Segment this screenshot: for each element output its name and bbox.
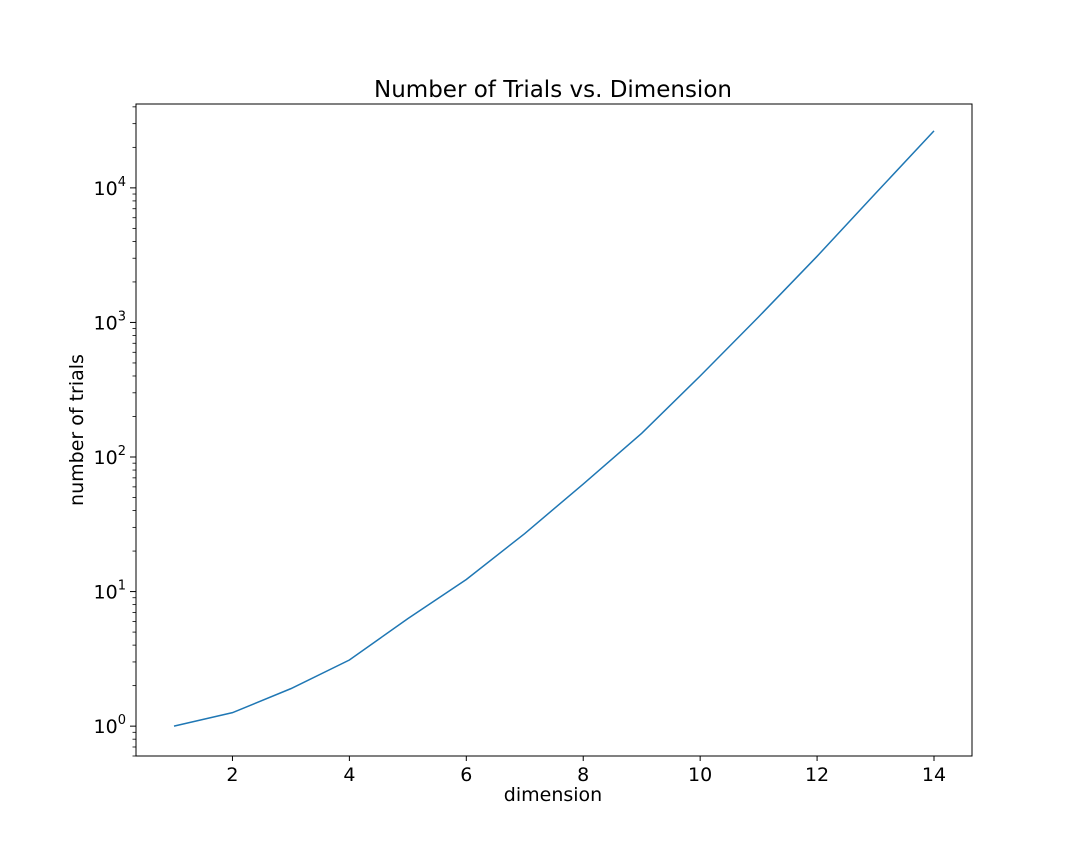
x-axis: 2 4 6 8 10 12 14: [226, 756, 946, 786]
y-tick-label: 101: [94, 579, 126, 604]
x-axis-label: dimension: [504, 784, 602, 806]
series-line-1: [173, 130, 935, 727]
x-tick-label: 14: [922, 764, 946, 786]
plot-frame: [135, 103, 973, 757]
x-tick-label: 12: [805, 764, 829, 786]
y-tick-label: 104: [94, 175, 126, 200]
y-tick-label: 102: [94, 444, 126, 469]
x-tick-label: 8: [577, 764, 589, 786]
x-tick-label: 6: [460, 764, 472, 786]
x-tick-label: 10: [688, 764, 712, 786]
chart-title: Number of Trials vs. Dimension: [374, 77, 732, 103]
y-axis-label: number of trials: [66, 354, 88, 506]
y-tick-label: 100: [94, 713, 126, 738]
x-tick-label: 2: [226, 764, 238, 786]
y-tick-label: 103: [94, 309, 126, 334]
plot-area: [173, 130, 935, 727]
y-axis: 100 101 102 103 104: [94, 106, 136, 757]
x-tick-label: 4: [343, 764, 355, 786]
